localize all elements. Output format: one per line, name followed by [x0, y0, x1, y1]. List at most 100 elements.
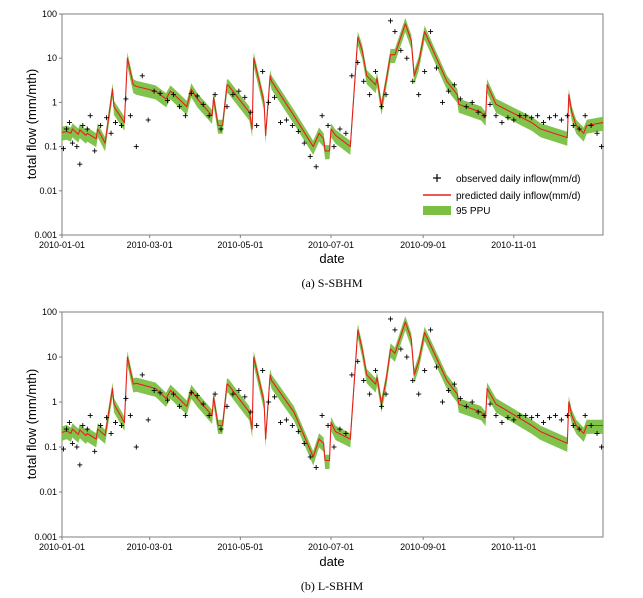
observed-point	[428, 29, 434, 35]
observed-point	[451, 82, 457, 88]
observed-point	[457, 395, 463, 401]
observed-point	[60, 146, 66, 152]
observed-point	[387, 18, 393, 24]
observed-point	[151, 88, 157, 94]
observed-point	[599, 444, 605, 450]
observed-point	[387, 316, 393, 322]
observed-point	[331, 444, 337, 450]
observed-point	[170, 391, 176, 397]
ppu-band-group	[62, 316, 603, 469]
observed-point	[242, 94, 248, 100]
observed-point	[487, 401, 493, 407]
observed-point	[104, 115, 110, 121]
observed-point	[392, 327, 398, 333]
observed-point	[84, 426, 90, 432]
observed-point	[289, 423, 295, 429]
y-tick-label: 10	[47, 352, 57, 362]
observed-point	[98, 423, 104, 429]
observed-point	[337, 126, 343, 132]
observed-point	[127, 113, 133, 119]
observed-point	[108, 130, 114, 136]
observed-point	[206, 413, 212, 419]
observed-point	[118, 423, 124, 429]
observed-point	[428, 327, 434, 333]
observed-point	[266, 399, 272, 405]
observed-point	[517, 413, 523, 419]
observed-point	[165, 98, 171, 104]
observed-point	[416, 391, 422, 397]
observed-point	[493, 113, 499, 119]
observed-point	[564, 113, 570, 119]
y-tick-label: 0.001	[34, 532, 57, 542]
observed-point	[272, 394, 278, 400]
observed-point	[379, 403, 385, 409]
observed-point	[552, 413, 558, 419]
y-tick-label: 0.01	[39, 186, 57, 196]
observed-point	[541, 120, 547, 126]
observed-point	[113, 420, 119, 426]
x-tick-label: 2010-09-01	[400, 542, 446, 552]
x-tick-label: 2010-05-01	[217, 240, 263, 250]
observed-point	[529, 415, 535, 421]
observed-point	[139, 73, 145, 79]
observed-point	[343, 430, 349, 436]
observed-point	[295, 128, 301, 134]
observed-point	[80, 123, 86, 129]
observed-point	[260, 69, 266, 75]
x-tick-label: 2010-03-01	[127, 542, 173, 552]
observed-point	[301, 140, 307, 146]
observed-point	[283, 117, 289, 123]
x-axis-label: date	[319, 554, 344, 569]
observed-point	[404, 55, 410, 61]
observed-point	[118, 123, 124, 129]
y-axis-label: total flow (mm/mth)	[24, 69, 39, 180]
y-tick-label: 100	[42, 9, 57, 19]
y-tick-label: 0.1	[44, 442, 57, 452]
x-tick-label: 2010-07-01	[308, 542, 354, 552]
observed-point	[63, 426, 69, 432]
observed-point	[230, 391, 236, 397]
observed-point	[481, 413, 487, 419]
observed-point	[558, 117, 564, 123]
observed-point	[499, 120, 505, 126]
observed-point	[564, 413, 570, 419]
observed-point	[523, 413, 529, 419]
observed-point	[77, 462, 83, 468]
observed-point	[481, 113, 487, 119]
observed-point	[546, 415, 552, 421]
observed-point	[398, 346, 404, 352]
observed-point	[60, 446, 66, 452]
observed-point	[451, 381, 457, 387]
legend-ppu: 95 PPU	[423, 206, 490, 217]
observed-point	[295, 429, 301, 435]
observed-point	[361, 378, 367, 384]
observed-point	[182, 113, 188, 119]
observed-point	[499, 420, 505, 426]
observed-point	[410, 78, 416, 84]
panel-caption: (a) S-SBHM	[301, 276, 362, 290]
observed-point	[66, 120, 72, 126]
y-tick-label: 0.1	[44, 142, 57, 152]
observed-point	[206, 113, 212, 119]
observed-point	[92, 148, 98, 154]
observed-point	[133, 144, 139, 150]
observed-point	[242, 394, 248, 400]
observed-point	[145, 117, 151, 123]
observed-point	[505, 415, 511, 421]
observed-point	[343, 130, 349, 136]
observed-point	[80, 423, 86, 429]
y-ticks: 0.001 0.01 0.1 1 10 100	[34, 9, 62, 240]
observed-point	[439, 399, 445, 405]
observed-point	[529, 115, 535, 121]
x-tick-label: 2010-07-01	[308, 240, 354, 250]
observed-point	[98, 123, 104, 129]
observed-point	[113, 120, 119, 126]
observed-point	[445, 388, 451, 394]
observed-point	[254, 123, 260, 129]
observed-point	[535, 113, 541, 119]
legend: observed daily inflow(mm/d) predicted da…	[423, 174, 581, 217]
observed-point	[475, 409, 481, 415]
observed-point	[367, 92, 373, 98]
